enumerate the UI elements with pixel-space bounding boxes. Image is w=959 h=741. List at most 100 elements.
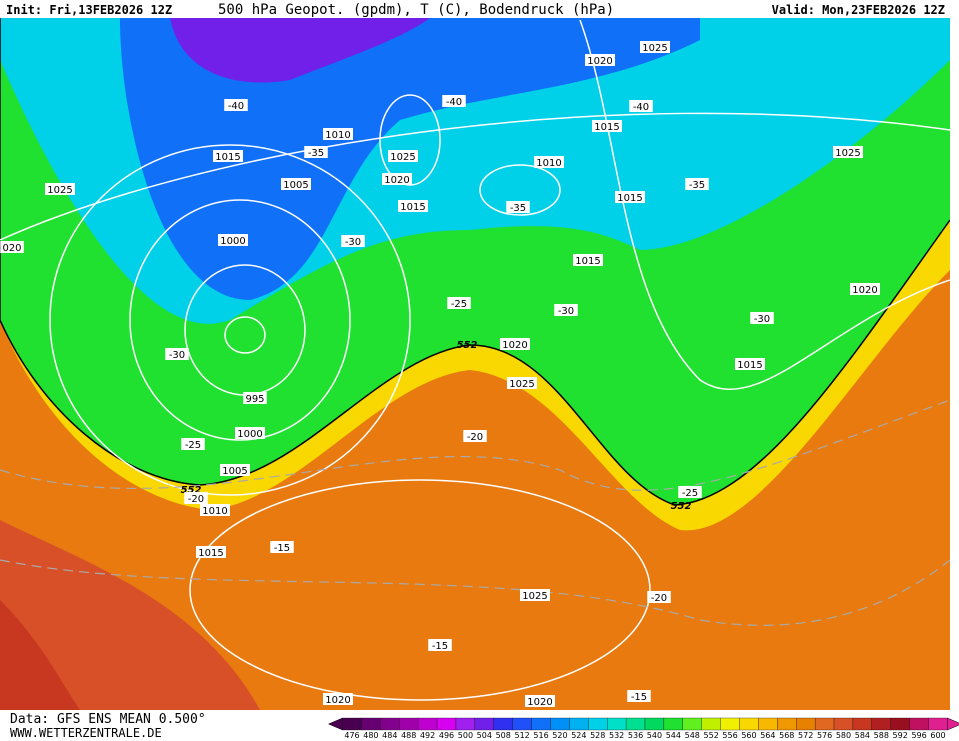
label-box	[323, 128, 353, 140]
colorbar-cell	[531, 717, 551, 731]
label-box	[270, 541, 294, 553]
colorbar-label: 524	[571, 731, 586, 740]
contour-label: 1025	[509, 379, 534, 390]
colorbar-label: 600	[930, 731, 945, 740]
contour-label: -35	[510, 203, 526, 214]
label-box	[534, 156, 564, 168]
colorbar-label: 480	[363, 731, 378, 740]
contour-label: -40	[446, 97, 462, 108]
contour-label: 1000	[237, 429, 262, 440]
map	[0, 18, 950, 710]
label-box	[165, 348, 189, 360]
colorbar-cell	[814, 717, 835, 731]
label-box	[850, 283, 880, 295]
contour-label: 1020	[325, 695, 350, 706]
label-box	[382, 173, 412, 185]
label-box	[629, 100, 653, 112]
label-box	[750, 312, 774, 324]
contour-label: -15	[631, 692, 647, 703]
colorbar-label: 484	[382, 731, 397, 740]
colorbar-label: 596	[911, 731, 926, 740]
contour-label: -30	[169, 350, 185, 361]
contour-label: -30	[754, 314, 770, 325]
colorbar-cell	[890, 717, 910, 731]
colorbar-label: 568	[779, 731, 794, 740]
colorbar-label: 592	[893, 731, 908, 740]
colorbar-label: 536	[628, 731, 643, 740]
label-box	[281, 178, 311, 190]
label-box	[507, 377, 537, 389]
colorbar-label: 508	[496, 731, 511, 740]
colorbar-cell	[512, 717, 532, 731]
label-box	[685, 178, 709, 190]
contour-label: 1020	[502, 340, 527, 351]
contour-label: 995	[245, 394, 264, 405]
colorbar-cell	[342, 717, 362, 731]
label-box	[200, 504, 230, 516]
colorbar-cell	[777, 717, 797, 731]
colorbar-label: 520	[552, 731, 567, 740]
contour-label: 1010	[536, 158, 561, 169]
contour-label: 1000	[220, 236, 245, 247]
colorbar-cell	[720, 717, 740, 731]
colorbar-cell	[399, 717, 419, 731]
contour-label: -40	[228, 101, 244, 112]
colorbar-label: 476	[344, 731, 359, 740]
contour-label: 1015	[575, 256, 600, 267]
colorbar-cell	[569, 717, 589, 731]
contour-label: -35	[689, 180, 705, 191]
contour-label: -20	[467, 432, 483, 443]
colorbar-cell	[588, 717, 608, 731]
colorbar-label: 544	[666, 731, 681, 740]
contour-label: 1005	[283, 180, 308, 191]
colorbar-label: 564	[760, 731, 775, 740]
colorbar-cell	[909, 717, 929, 731]
colorbar-cell	[380, 717, 400, 731]
label-box	[398, 200, 428, 212]
colorbar-cell	[418, 717, 438, 731]
label-box	[428, 639, 452, 651]
label-box	[447, 297, 471, 309]
label-box	[573, 254, 603, 266]
contour-label: 020	[2, 243, 21, 254]
label-box	[678, 486, 702, 498]
contour-label: 1015	[617, 193, 642, 204]
contour-label: 1015	[737, 360, 762, 371]
colorbar-label: 504	[477, 731, 492, 740]
contour-label: 552	[457, 340, 478, 351]
label-box	[196, 546, 226, 558]
label-box	[45, 183, 75, 195]
colorbar-cell	[796, 717, 816, 731]
colorbar-label: 560	[741, 731, 756, 740]
contour-label: 1015	[198, 548, 223, 559]
label-box	[341, 235, 365, 247]
contour-label: -30	[345, 237, 361, 248]
contour-label: -15	[432, 641, 448, 652]
colorbar: 476 480 484 488 492 496 500 504 508 512 516 520 524 5…	[327, 717, 959, 740]
label-box	[525, 695, 555, 707]
contour-label: -20	[651, 593, 667, 604]
label-box	[592, 120, 622, 132]
label-box	[224, 99, 248, 111]
colorbar-cell	[550, 717, 570, 731]
label-box	[218, 234, 248, 246]
contour-label: -35	[308, 148, 324, 159]
colorbar-cell	[663, 717, 683, 731]
label-box	[181, 438, 205, 450]
contour-label: 1005	[222, 466, 247, 477]
colorbar-cell	[474, 717, 494, 731]
label-box	[184, 492, 208, 504]
contour-label: 1025	[835, 148, 860, 159]
label-box	[235, 427, 265, 439]
colorbar-cell	[607, 717, 627, 731]
contour-label: 552	[671, 501, 692, 512]
label-box	[0, 241, 24, 253]
colorbar-cell	[455, 717, 476, 731]
contour-label: 1025	[642, 43, 667, 54]
contour-label: -40	[633, 102, 649, 113]
colorbar-label: 528	[590, 731, 605, 740]
label-box	[640, 41, 670, 53]
colorbar-cell	[625, 717, 646, 731]
contour-label: -30	[558, 306, 574, 317]
contour-label: 1010	[202, 506, 227, 517]
